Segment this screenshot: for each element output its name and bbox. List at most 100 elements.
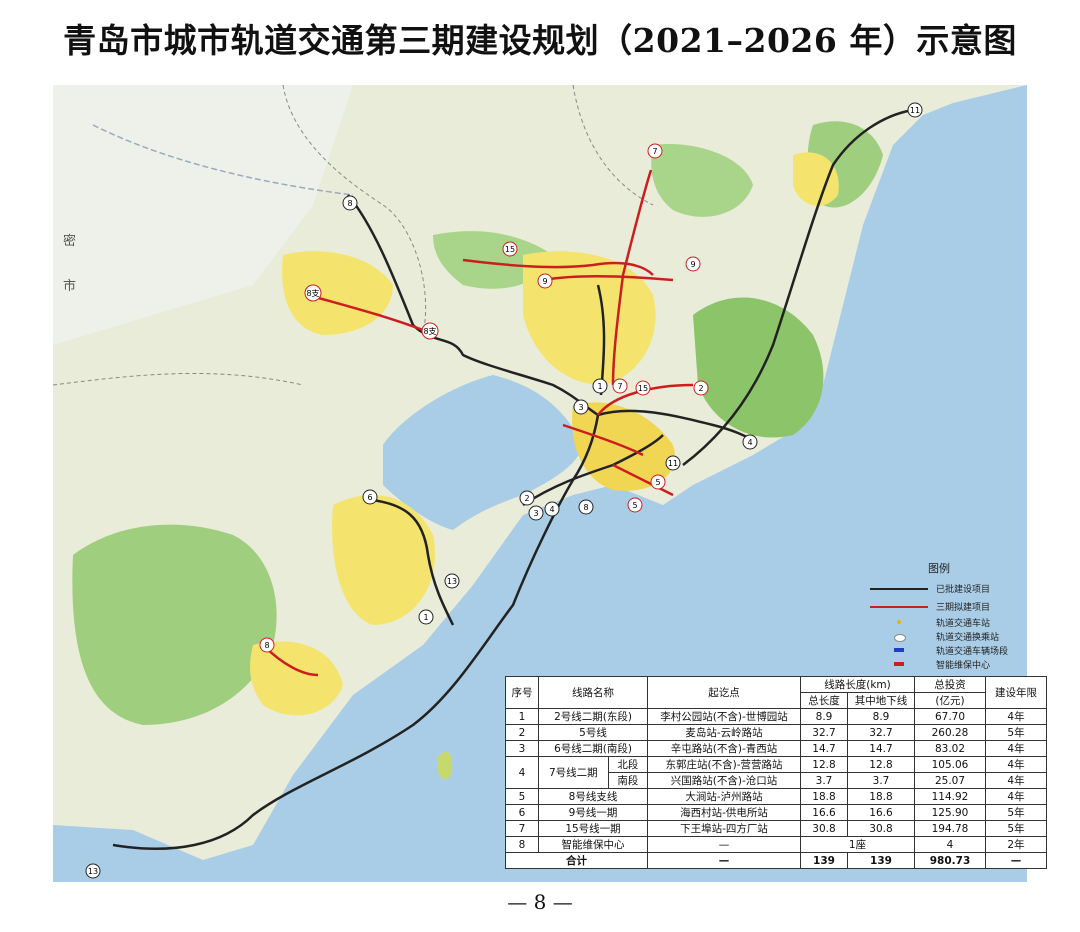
- built-aoshan: [793, 152, 839, 206]
- cell-investment: 25.07: [914, 772, 986, 789]
- cell-part: 北段: [607, 756, 649, 773]
- cell-total: 12.8: [800, 756, 848, 773]
- svg-text:4: 4: [747, 438, 752, 447]
- badge-13-south: 13: [85, 863, 101, 879]
- district-boundary-3: [572, 85, 654, 206]
- svg-text:2: 2: [524, 494, 529, 503]
- line-9-planned: [542, 275, 674, 282]
- legend-red-line: [870, 606, 928, 608]
- line-4-approved: [597, 409, 754, 442]
- svg-text:9: 9: [542, 277, 547, 286]
- legend-item-depot: 轨道交通车辆场段: [870, 644, 1026, 658]
- table-row: 3 6号线二期(南段) 辛屯路站(不含)-青西站 14.7 14.7 83.02…: [505, 740, 1047, 757]
- cell-total: 16.6: [800, 804, 848, 821]
- legend-title: 图例: [928, 562, 950, 575]
- legend-label: 已批建设项目: [936, 585, 991, 595]
- cell-no: 2: [505, 724, 539, 741]
- cell-investment: 4: [914, 836, 986, 853]
- cell-investment: 260.28: [914, 724, 986, 741]
- cell-section: 麦岛站-云岭路站: [647, 724, 801, 741]
- svg-text:15: 15: [638, 384, 648, 393]
- svg-text:1: 1: [597, 382, 602, 391]
- badge-5-south: 5: [627, 497, 643, 513]
- cell-no: 1: [505, 708, 539, 725]
- badge-8-branch-east: 8支: [421, 322, 439, 340]
- svg-text:3: 3: [578, 403, 583, 412]
- cell-total: 30.8: [800, 820, 848, 837]
- badge-7-center: 7: [612, 378, 628, 394]
- line-7-planned: [611, 169, 653, 386]
- legend-black-line: [870, 588, 928, 590]
- cell-period: —: [985, 852, 1047, 869]
- green-southwest: [72, 524, 277, 725]
- col-section: 起讫点: [647, 676, 801, 709]
- table-row: 6 9号线一期 海西村站-供电所站 16.6 16.6 125.90 5年: [505, 804, 1047, 821]
- badge-4-south: 4: [544, 501, 560, 517]
- cell-no: 5: [505, 788, 539, 805]
- cell-no: 4: [505, 756, 539, 789]
- cell-underground: 16.6: [847, 804, 915, 821]
- table-subheader-row: 总长度 其中地下线 (亿元): [506, 692, 1047, 709]
- svg-text:1: 1: [423, 613, 428, 622]
- green-jimo: [651, 144, 753, 217]
- cell-no: 8: [505, 836, 539, 853]
- transfer-oval-icon: [894, 634, 906, 642]
- cell-investment: 83.02: [914, 740, 986, 757]
- cell-underground: 30.8: [847, 820, 915, 837]
- svg-text:15: 15: [505, 245, 515, 254]
- svg-text:8支: 8支: [306, 288, 319, 298]
- built-huangdao: [332, 495, 435, 625]
- planned-lines: [262, 169, 694, 677]
- cell-investment: 125.90: [914, 804, 986, 821]
- cell-part: 南段: [607, 772, 649, 789]
- svg-text:2: 2: [698, 384, 703, 393]
- table-total-row: 合计 — 139 139 980.73 —: [505, 852, 1047, 869]
- cell-underground: 32.7: [847, 724, 915, 741]
- legend-item-transfer: 轨道交通换乘站: [870, 630, 1026, 644]
- legend-label: 智能维保中心: [936, 661, 991, 671]
- page-number: — 8 —: [507, 890, 573, 914]
- svg-text:5: 5: [655, 478, 660, 487]
- cell-total: 8.9: [800, 708, 848, 725]
- cell-investment: 980.73: [914, 852, 986, 869]
- badge-11-north: 11: [907, 102, 923, 118]
- badge-15-center: 15: [635, 380, 651, 396]
- cell-name: 9号线一期: [538, 804, 648, 821]
- cell-name: 5号线: [538, 724, 648, 741]
- svg-text:3: 3: [533, 509, 538, 518]
- cell-underground: 12.8: [847, 756, 915, 773]
- green-laoshan: [693, 297, 824, 438]
- line-6-approved: [372, 498, 455, 626]
- legend-item-planned: 三期拟建项目: [870, 600, 1026, 614]
- table-row: 5 8号线支线 大涧站-泸州路站 18.8 18.8 114.92 4年: [505, 788, 1047, 805]
- rail-dashed-1: [92, 124, 354, 196]
- line-5-planned: [612, 463, 674, 497]
- col-underground: 其中地下线: [847, 692, 915, 709]
- page-title: 青岛市城市轨道交通第三期建设规划（2021–2026 年）示意图: [63, 21, 1017, 60]
- cell-underground: 139: [847, 852, 915, 869]
- cell-no: 3: [505, 740, 539, 757]
- badge-3-center: 3: [573, 399, 589, 415]
- badge-8-west: 8: [259, 637, 275, 653]
- cell-investment: 105.06: [914, 756, 986, 773]
- badge-9-west: 9: [537, 273, 553, 289]
- district-boundary-2: [53, 372, 304, 386]
- svg-text:8: 8: [583, 503, 588, 512]
- badge-4-east: 4: [742, 434, 758, 450]
- cell-investment: 194.78: [914, 820, 986, 837]
- line-3-approved: [522, 434, 664, 507]
- built-west: [250, 641, 343, 716]
- cell-section: 辛屯路站(不含)-青西站: [647, 740, 801, 757]
- cell-name: 2号线二期(东段): [538, 708, 648, 725]
- cell-total: 14.7: [800, 740, 848, 757]
- badge-15-west: 15: [502, 241, 518, 257]
- col-investment: 总投资: [914, 676, 986, 693]
- legend-label: 轨道交通换乘站: [936, 633, 1000, 643]
- cell-period: 4年: [985, 772, 1047, 789]
- badge-8-north: 8: [342, 195, 358, 211]
- table-row: 8 智能维保中心 — 1座 4 2年: [505, 836, 1047, 853]
- cell-total-label: 合计: [505, 852, 648, 869]
- badge-8-branch-west: 8支: [304, 284, 322, 302]
- badge-5-east: 5: [650, 474, 666, 490]
- island: [437, 751, 453, 780]
